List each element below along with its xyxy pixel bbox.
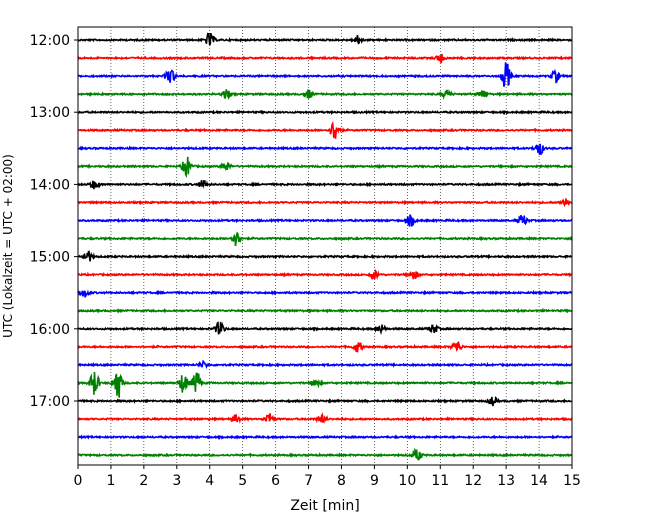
y-tick-label: 12:00 — [30, 33, 70, 49]
y-tick-label: 15:00 — [30, 250, 70, 266]
trace-1745 — [77, 447, 573, 461]
x-tick-label: 3 — [172, 473, 181, 489]
x-tick-label: 1 — [106, 473, 115, 489]
x-tick-label: 5 — [238, 473, 247, 489]
trace-1415 — [77, 198, 573, 208]
trace-1345 — [77, 156, 573, 179]
y-tick-label: 14:00 — [30, 177, 70, 193]
trace-1400 — [77, 179, 573, 190]
trace-1630 — [77, 359, 573, 370]
trace-1430 — [77, 214, 573, 227]
x-axis-label: Zeit [min] — [290, 498, 359, 514]
y-axis-label: UTC (Lokalzeit = UTC + 02:00) — [1, 154, 15, 338]
trace-1315 — [77, 121, 573, 139]
x-tick-label: 7 — [304, 473, 313, 489]
x-tick-label: 0 — [74, 473, 83, 489]
y-tick-label: 16:00 — [30, 322, 70, 338]
trace-1730 — [77, 434, 573, 441]
trace-1500 — [77, 250, 573, 262]
x-tick-label: 6 — [271, 473, 280, 489]
trace-1700 — [77, 396, 573, 407]
plot-background — [78, 27, 572, 465]
x-tick-label: 10 — [398, 473, 416, 489]
trace-1600 — [77, 321, 573, 336]
x-tick-label: 13 — [497, 473, 515, 489]
trace-1330 — [77, 143, 573, 156]
trace-1615 — [77, 340, 573, 353]
x-tick-label: 9 — [370, 473, 379, 489]
trace-1230 — [77, 62, 573, 87]
y-tick-label: 17:00 — [30, 394, 70, 410]
x-tick-label: 8 — [337, 473, 346, 489]
x-tick-label: 4 — [205, 473, 214, 489]
grid-lines — [110, 27, 540, 465]
y-axis: 12:00 13:00 14:00 15:00 16:00 17:00 — [30, 33, 78, 410]
trace-1215 — [77, 53, 573, 64]
x-axis: 0 1 2 3 4 5 6 7 8 9 10 11 12 13 14 15 — [74, 465, 581, 489]
trace-group — [77, 31, 573, 461]
trace-1515 — [77, 268, 572, 281]
trace-1645 — [77, 371, 573, 398]
x-tick-label: 12 — [464, 473, 482, 489]
plot-frame — [77, 26, 573, 466]
trace-1445 — [77, 231, 573, 247]
trace-1300 — [77, 109, 573, 116]
trace-1545 — [77, 307, 573, 314]
trace-1245 — [77, 88, 573, 101]
x-tick-label: 11 — [431, 473, 449, 489]
trace-1530 — [77, 289, 573, 298]
x-tick-label: 14 — [530, 473, 548, 489]
trace-1200 — [77, 31, 573, 46]
y-tick-label: 13:00 — [30, 105, 70, 121]
x-tick-label: 15 — [563, 473, 581, 489]
trace-1715 — [77, 412, 573, 424]
x-tick-label: 2 — [139, 473, 148, 489]
